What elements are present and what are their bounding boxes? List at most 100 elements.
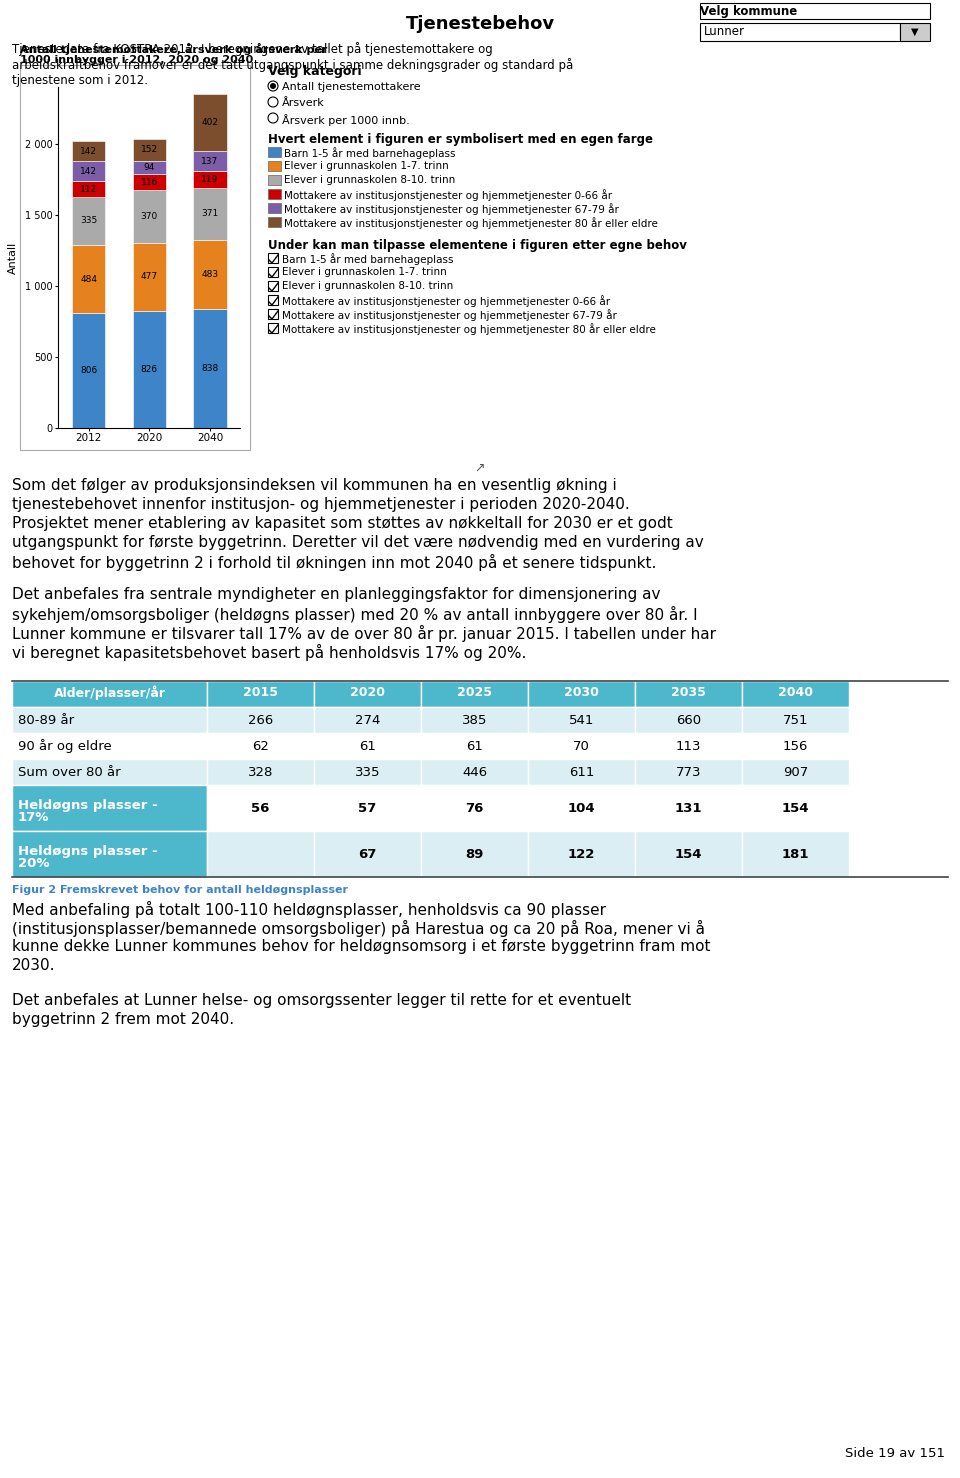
Bar <box>193 241 227 309</box>
Text: Det anbefales at Lunner helse- og omsorgssenter legger til rette for et eventuel: Det anbefales at Lunner helse- og omsorg… <box>12 993 631 1008</box>
Bar <box>742 681 849 706</box>
Text: 371: 371 <box>202 210 219 219</box>
Text: 328: 328 <box>248 766 274 779</box>
Text: 2035: 2035 <box>671 686 706 699</box>
Text: Sum over 80 år: Sum over 80 år <box>18 766 121 779</box>
Bar <box>72 161 106 182</box>
Bar <box>12 706 207 733</box>
Text: 402: 402 <box>202 118 219 127</box>
Bar <box>207 785 314 831</box>
Bar <box>268 202 281 213</box>
Text: 154: 154 <box>675 847 703 860</box>
Bar <box>635 706 742 733</box>
Text: 94: 94 <box>144 163 156 171</box>
Bar <box>635 681 742 706</box>
Bar <box>268 146 281 157</box>
Text: Tjenestebehov: Tjenestebehov <box>405 15 555 33</box>
Text: 113: 113 <box>676 739 701 752</box>
Bar <box>12 681 207 706</box>
Text: Figur 2 Fremskrevet behov for antall heldøgnsplasser: Figur 2 Fremskrevet behov for antall hel… <box>12 885 348 896</box>
Bar <box>132 174 166 191</box>
Bar <box>314 733 421 760</box>
Bar <box>12 785 207 831</box>
Bar <box>20 65 250 449</box>
Bar <box>700 3 930 19</box>
Text: Lunner: Lunner <box>704 25 745 38</box>
Text: Mottakere av institusjonstjenester og hjemmetjenester 0-66 år: Mottakere av institusjonstjenester og hj… <box>282 296 611 307</box>
Text: Alder/plasser/år: Alder/plasser/år <box>54 686 165 701</box>
Bar <box>72 313 106 427</box>
Text: 142: 142 <box>81 167 97 176</box>
Text: 2020: 2020 <box>350 686 385 699</box>
Text: Velg kategori: Velg kategori <box>268 65 362 78</box>
Text: 76: 76 <box>466 801 484 814</box>
Bar <box>742 831 849 876</box>
Bar <box>742 733 849 760</box>
Text: 154: 154 <box>781 801 809 814</box>
Text: 122: 122 <box>567 847 595 860</box>
Text: Velg kommune: Velg kommune <box>700 4 797 18</box>
Text: 116: 116 <box>141 177 158 186</box>
Text: 907: 907 <box>782 766 808 779</box>
Text: Elever i grunnaskolen 1-7. trinn: Elever i grunnaskolen 1-7. trinn <box>284 161 448 171</box>
Bar <box>207 831 314 876</box>
Text: Som det følger av produksjonsindeksen vil kommunen ha en vesentlig økning i: Som det følger av produksjonsindeksen vi… <box>12 477 616 494</box>
Text: 335: 335 <box>355 766 380 779</box>
Text: Heldøgns plasser -: Heldøgns plasser - <box>18 800 157 811</box>
Text: Med anbefaling på totalt 100-110 heldøgnsplasser, henholdsvis ca 90 plasser: Med anbefaling på totalt 100-110 heldøgn… <box>12 902 606 918</box>
Bar <box>742 785 849 831</box>
Text: 477: 477 <box>141 272 158 281</box>
Text: 2030: 2030 <box>564 686 599 699</box>
Text: 57: 57 <box>358 801 376 814</box>
Bar <box>314 831 421 876</box>
Text: Barn 1-5 år med barnehageplass: Barn 1-5 år med barnehageplass <box>284 146 455 160</box>
Text: kunne dekke Lunner kommunes behov for heldøgnsomsorg i et første byggetrinn fram: kunne dekke Lunner kommunes behov for he… <box>12 939 710 953</box>
Bar <box>635 785 742 831</box>
Text: Elever i grunnaskolen 8-10. trinn: Elever i grunnaskolen 8-10. trinn <box>284 174 455 185</box>
Text: Mottakere av institusjonstjenester og hjemmetjenester 0-66 år: Mottakere av institusjonstjenester og hj… <box>284 189 612 201</box>
Text: 370: 370 <box>141 213 158 222</box>
Text: 483: 483 <box>202 270 219 279</box>
Text: 112: 112 <box>81 185 97 194</box>
Bar <box>528 831 635 876</box>
Bar <box>268 268 278 276</box>
Text: 2040: 2040 <box>778 686 813 699</box>
Bar <box>268 324 278 333</box>
Bar <box>421 733 528 760</box>
Bar <box>268 253 278 263</box>
Text: Side 19 av 151: Side 19 av 151 <box>845 1447 945 1460</box>
Bar <box>421 706 528 733</box>
Text: 2025: 2025 <box>457 686 492 699</box>
Bar <box>193 309 227 427</box>
Text: Elever i grunnaskolen 1-7. trinn: Elever i grunnaskolen 1-7. trinn <box>282 268 446 276</box>
Text: Elever i grunnaskolen 8-10. trinn: Elever i grunnaskolen 8-10. trinn <box>282 281 453 291</box>
Bar <box>132 191 166 242</box>
Bar <box>314 681 421 706</box>
Text: 611: 611 <box>569 766 594 779</box>
Bar <box>742 706 849 733</box>
Bar <box>12 831 207 876</box>
Text: 446: 446 <box>462 766 487 779</box>
Text: ▼: ▼ <box>911 27 919 37</box>
Text: 142: 142 <box>81 146 97 155</box>
Text: Under kan man tilpasse elementene i figuren etter egne behov: Under kan man tilpasse elementene i figu… <box>268 239 686 253</box>
Bar <box>268 161 281 171</box>
Text: 56: 56 <box>252 801 270 814</box>
Text: 660: 660 <box>676 714 701 727</box>
Bar <box>742 760 849 785</box>
Text: byggetrinn 2 frem mot 2040.: byggetrinn 2 frem mot 2040. <box>12 1012 234 1027</box>
Bar <box>207 706 314 733</box>
Bar <box>268 189 281 200</box>
Text: Antall: Antall <box>8 241 18 273</box>
Text: 385: 385 <box>462 714 487 727</box>
Text: 152: 152 <box>141 145 158 154</box>
Text: Heldøgns plasser -: Heldøgns plasser - <box>18 845 157 859</box>
Text: 484: 484 <box>81 275 97 284</box>
Text: 806: 806 <box>80 367 97 375</box>
Text: 838: 838 <box>202 364 219 372</box>
Text: Antall tjenestemottakere: Antall tjenestemottakere <box>282 81 420 92</box>
Text: Tjenestedata fra KOSTRA 2012. I beregningene av tallet på tjenestemottakere og
a: Tjenestedata fra KOSTRA 2012. I beregnin… <box>12 41 573 87</box>
Text: 61: 61 <box>359 739 376 752</box>
Text: tjenestebehovet innenfor institusjon- og hjemmetjenester i perioden 2020-2040.: tjenestebehovet innenfor institusjon- og… <box>12 497 630 511</box>
Text: 541: 541 <box>569 714 594 727</box>
